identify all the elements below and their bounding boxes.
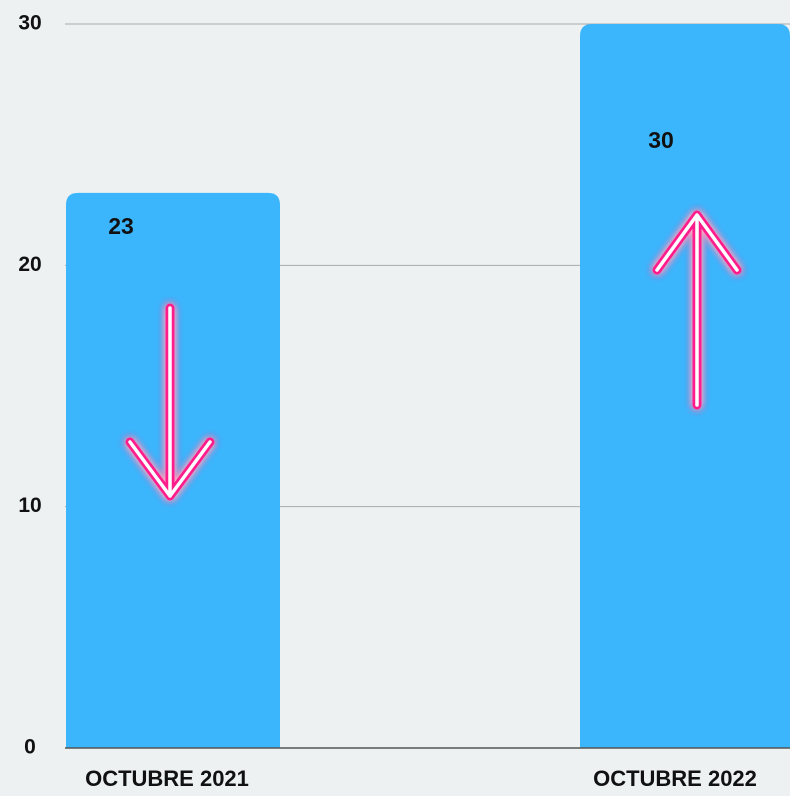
- plot-area: 0 10 20 30 OCTUBRE 2021 23 OCTUBRE 2022 30: [18, 12, 790, 791]
- y-tick-label: 30: [18, 12, 41, 35]
- down-arrow: [125, 303, 215, 501]
- y-tick-label: 20: [18, 253, 41, 276]
- up-arrow: [652, 210, 742, 410]
- bar: [580, 24, 790, 748]
- x-tick-label: OCTUBRE 2021: [85, 766, 249, 791]
- x-tick-label: OCTUBRE 2022: [593, 766, 757, 791]
- arrows: [125, 210, 742, 501]
- y-tick-label: 0: [24, 736, 36, 759]
- value-label: 23: [108, 213, 134, 239]
- y-tick-label: 10: [18, 494, 41, 517]
- value-label: 30: [648, 127, 674, 153]
